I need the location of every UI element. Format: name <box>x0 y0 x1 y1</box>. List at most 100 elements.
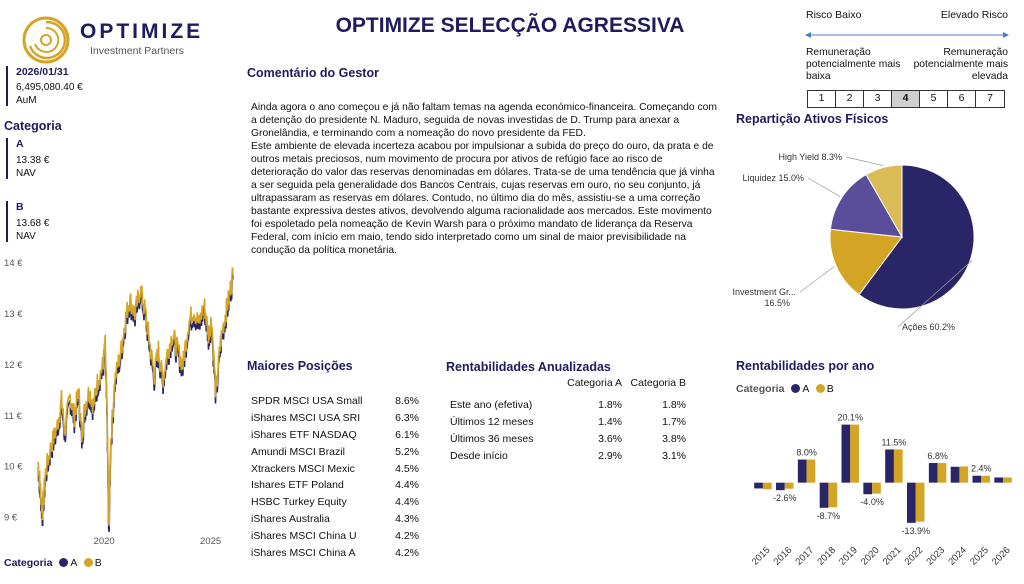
risk-level-2: 2 <box>836 91 864 107</box>
annualized-label: Últimos 36 meses <box>450 432 534 445</box>
brand-subtitle: Investment Partners <box>90 45 184 57</box>
annualized-b: 3.1% <box>662 449 686 462</box>
x-tick-label: 2023 <box>924 545 947 568</box>
position-weight: 5.2% <box>395 445 419 458</box>
x-tick-label: 2020 <box>859 545 882 568</box>
position-weight: 4.3% <box>395 512 419 525</box>
annualized-b: 1.8% <box>662 398 686 411</box>
x-tick-label: 2017 <box>793 545 816 568</box>
legend-title: Categoria <box>4 557 53 569</box>
pie-label: High Yield 8.3% <box>778 152 842 162</box>
yearly-legend-title: Categoria <box>736 383 785 395</box>
bar-a <box>972 475 982 483</box>
categoria-title: Categoria <box>4 119 62 133</box>
annualized-row: Últimos 12 meses 1.4% 1.7% <box>450 413 686 430</box>
bar-a <box>994 477 1004 483</box>
risk-level-7: 7 <box>987 92 993 104</box>
bar-b <box>806 459 816 483</box>
risk-level-4: 4 <box>892 91 920 107</box>
risk-level-1: 1 <box>808 91 836 107</box>
x-tick-label: 2020 <box>94 536 115 547</box>
page-title: OPTIMIZE SELECÇÃO AGRESSIVA <box>335 14 685 37</box>
yearly-legend-a-label: A <box>802 383 809 395</box>
annualized-a: 1.8% <box>598 398 622 411</box>
yearly-legend-b-swatch <box>815 384 825 393</box>
annualized-row: Últimos 36 meses 3.6% 3.8% <box>450 430 686 447</box>
bar-a <box>754 482 763 489</box>
risk-level-5: 5 <box>920 91 948 107</box>
yearly-legend: Categoria A B <box>736 383 834 395</box>
bar-data-label: 2.4% <box>971 464 992 474</box>
y-tick-label: 9 € <box>4 513 18 524</box>
bar-a <box>928 463 938 483</box>
bar-a <box>776 482 785 491</box>
annualized-col-a: Categoria A <box>567 377 622 389</box>
annualized-row: Desde início 2.9% 3.1% <box>450 447 686 464</box>
pie-slice <box>829 228 903 296</box>
position-row: Amundi MSCI Brazil 5.2% <box>251 443 419 460</box>
yearly-bar-chart: 2015 2016 2017 2018 2019 2020 2021 2022 2023 2024… <box>750 413 1013 568</box>
position-weight: 4.2% <box>395 529 419 542</box>
series-b-line <box>37 267 234 526</box>
pie-slice <box>858 164 975 310</box>
y-tick-label: 11 € <box>4 411 23 422</box>
annualized-table: Este ano (efetiva) 1.8% 1.8% Últimos 12 mes… <box>450 396 686 464</box>
x-tick-label: 2021 <box>881 545 904 568</box>
x-tick-label: 2016 <box>772 545 795 568</box>
position-name: HSBC Turkey Equity <box>251 496 347 509</box>
bar-a <box>841 424 851 483</box>
pie-label: Ações 60.2% <box>902 322 955 332</box>
class-b-name: B <box>16 201 24 213</box>
bar-a <box>907 482 916 523</box>
brand-name: OPTIMIZE <box>80 20 204 43</box>
yearly-legend-b-label: B <box>826 383 834 395</box>
bar-a <box>863 482 873 495</box>
pie-label: Liquidez 15.0% <box>742 173 804 183</box>
optimize-swirl-icon <box>22 16 70 64</box>
class-b-card: B 13.68 € NAV <box>6 201 106 242</box>
risk-low-label: Risco Baixo <box>806 9 862 21</box>
annualized-label: Últimos 12 meses <box>450 415 534 428</box>
annualized-a: 1.4% <box>598 415 622 428</box>
annualized-title: Rentabilidades Anualizadas <box>446 360 611 374</box>
class-b-nav-value: 13.68 € <box>16 218 50 229</box>
x-tick-label: 2025 <box>968 545 991 568</box>
position-row: iShares Australia 4.3% <box>251 511 419 528</box>
nav-line-chart: 9 € 10 € 11 € 12 € 13 € 14 € 2020 2025 <box>4 258 234 547</box>
annualized-col-b: Categoria B <box>630 377 686 389</box>
position-row: SPDR MSCI USA Small 8.6% <box>251 393 419 410</box>
x-tick-label: 2019 <box>837 545 860 568</box>
positions-title: Maiores Posições <box>247 359 353 373</box>
assets-pie-chart: Ações 60.2% Investment Gr...16.5% Liquidez… <box>732 152 975 332</box>
risk-high-desc: Remuneração potencialmente mais elevada <box>913 47 1008 82</box>
y-tick-label: 14 € <box>4 258 23 269</box>
position-name: iShares MSCI China U <box>251 529 357 542</box>
risk-high-label: Elevado Risco <box>940 9 1008 21</box>
pie-label-value: 16.5% <box>764 298 790 308</box>
legend-a-label: A <box>70 557 77 569</box>
class-a-nav-value: 13.38 € <box>16 155 50 166</box>
position-row: HSBC Turkey Equity 4.4% <box>251 494 419 511</box>
pie-title: Repartição Ativos Físicos <box>736 112 889 126</box>
annualized-a: 3.6% <box>598 432 622 445</box>
kpi-date-aum: 2026/01/31 6,495,080.40 € AuM <box>6 66 106 106</box>
bar-a <box>797 459 807 483</box>
risk-low-desc: Remuneração potencialmente mais baixa <box>806 47 901 82</box>
position-weight: 6.3% <box>395 412 419 425</box>
position-row: iShares MSCI China A 4.2% <box>251 544 419 561</box>
bar-data-label: -4.0% <box>860 497 884 507</box>
bar-b <box>959 466 969 483</box>
annualized-a: 2.9% <box>598 449 622 462</box>
aum-value: 6,495,080.40 € <box>16 82 83 93</box>
position-name: iShares Australia <box>251 512 330 525</box>
legend-b-swatch <box>83 558 93 567</box>
pie-slice <box>829 173 903 238</box>
pie-leader-line <box>845 156 884 166</box>
annualized-row: Este ano (efetiva) 1.8% 1.8% <box>450 396 686 413</box>
bar-a <box>950 466 960 483</box>
position-name: Ishares ETF Poland <box>251 479 344 492</box>
annualized-label: Este ano (efetiva) <box>450 398 533 411</box>
annualized-b: 3.8% <box>662 432 686 445</box>
bar-data-label: -8.7% <box>817 511 841 521</box>
